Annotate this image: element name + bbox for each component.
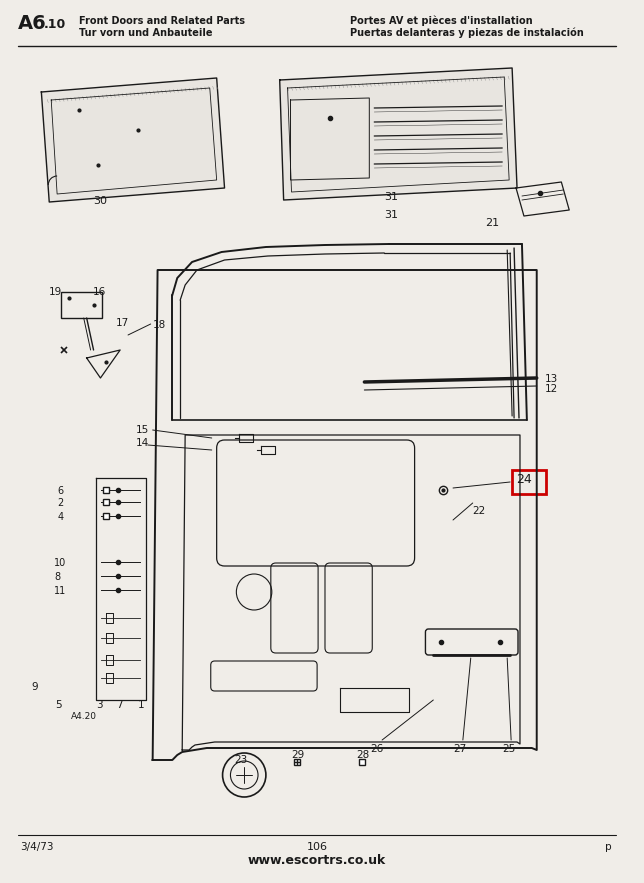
Text: Puertas delanteras y piezas de instalación: Puertas delanteras y piezas de instalaci… [350, 28, 583, 39]
Text: 31: 31 [384, 210, 398, 220]
Text: www.escortrs.co.uk: www.escortrs.co.uk [248, 854, 386, 867]
Text: 26: 26 [370, 744, 384, 754]
Text: 5: 5 [55, 700, 62, 710]
Text: 27: 27 [453, 744, 466, 754]
Text: A6: A6 [18, 14, 46, 33]
Text: Portes AV et pièces d'installation: Portes AV et pièces d'installation [350, 16, 532, 26]
Text: A4.20: A4.20 [71, 712, 97, 721]
Text: 22: 22 [473, 506, 486, 516]
Bar [512, 470, 545, 494]
Text: 12: 12 [545, 384, 558, 394]
Text: 31: 31 [384, 192, 398, 202]
Text: 3/4/73: 3/4/73 [20, 842, 53, 852]
Text: 3: 3 [97, 700, 103, 710]
Bar [61, 292, 102, 318]
Text: 14: 14 [136, 438, 149, 448]
Polygon shape [279, 68, 517, 200]
Text: .10: .10 [43, 18, 66, 31]
Text: 11: 11 [54, 586, 66, 596]
Text: 4: 4 [57, 512, 63, 522]
Text: 9: 9 [32, 682, 38, 692]
Text: 17: 17 [116, 318, 129, 328]
Text: 13: 13 [545, 374, 558, 384]
Polygon shape [41, 78, 225, 202]
Text: 30: 30 [93, 196, 108, 206]
Text: 2: 2 [57, 498, 63, 508]
Text: 19: 19 [49, 287, 62, 297]
Text: 1: 1 [138, 700, 144, 710]
Text: Front Doors and Related Parts: Front Doors and Related Parts [79, 16, 245, 26]
Text: 24: 24 [516, 473, 532, 486]
Text: 23: 23 [234, 755, 248, 765]
Text: 10: 10 [54, 558, 66, 568]
Text: 29: 29 [292, 750, 305, 760]
Text: 28: 28 [357, 750, 370, 760]
Text: 15: 15 [136, 425, 149, 435]
Text: 106: 106 [307, 842, 328, 852]
Text: 18: 18 [153, 320, 166, 330]
Text: 7: 7 [116, 700, 123, 710]
Text: 6: 6 [57, 486, 63, 496]
Text: 8: 8 [54, 572, 61, 582]
Text: p: p [605, 842, 611, 852]
Text: 21: 21 [486, 218, 500, 228]
Text: 16: 16 [93, 287, 106, 297]
Text: 25: 25 [502, 744, 515, 754]
Text: Tur vorn und Anbauteile: Tur vorn und Anbauteile [79, 28, 213, 38]
